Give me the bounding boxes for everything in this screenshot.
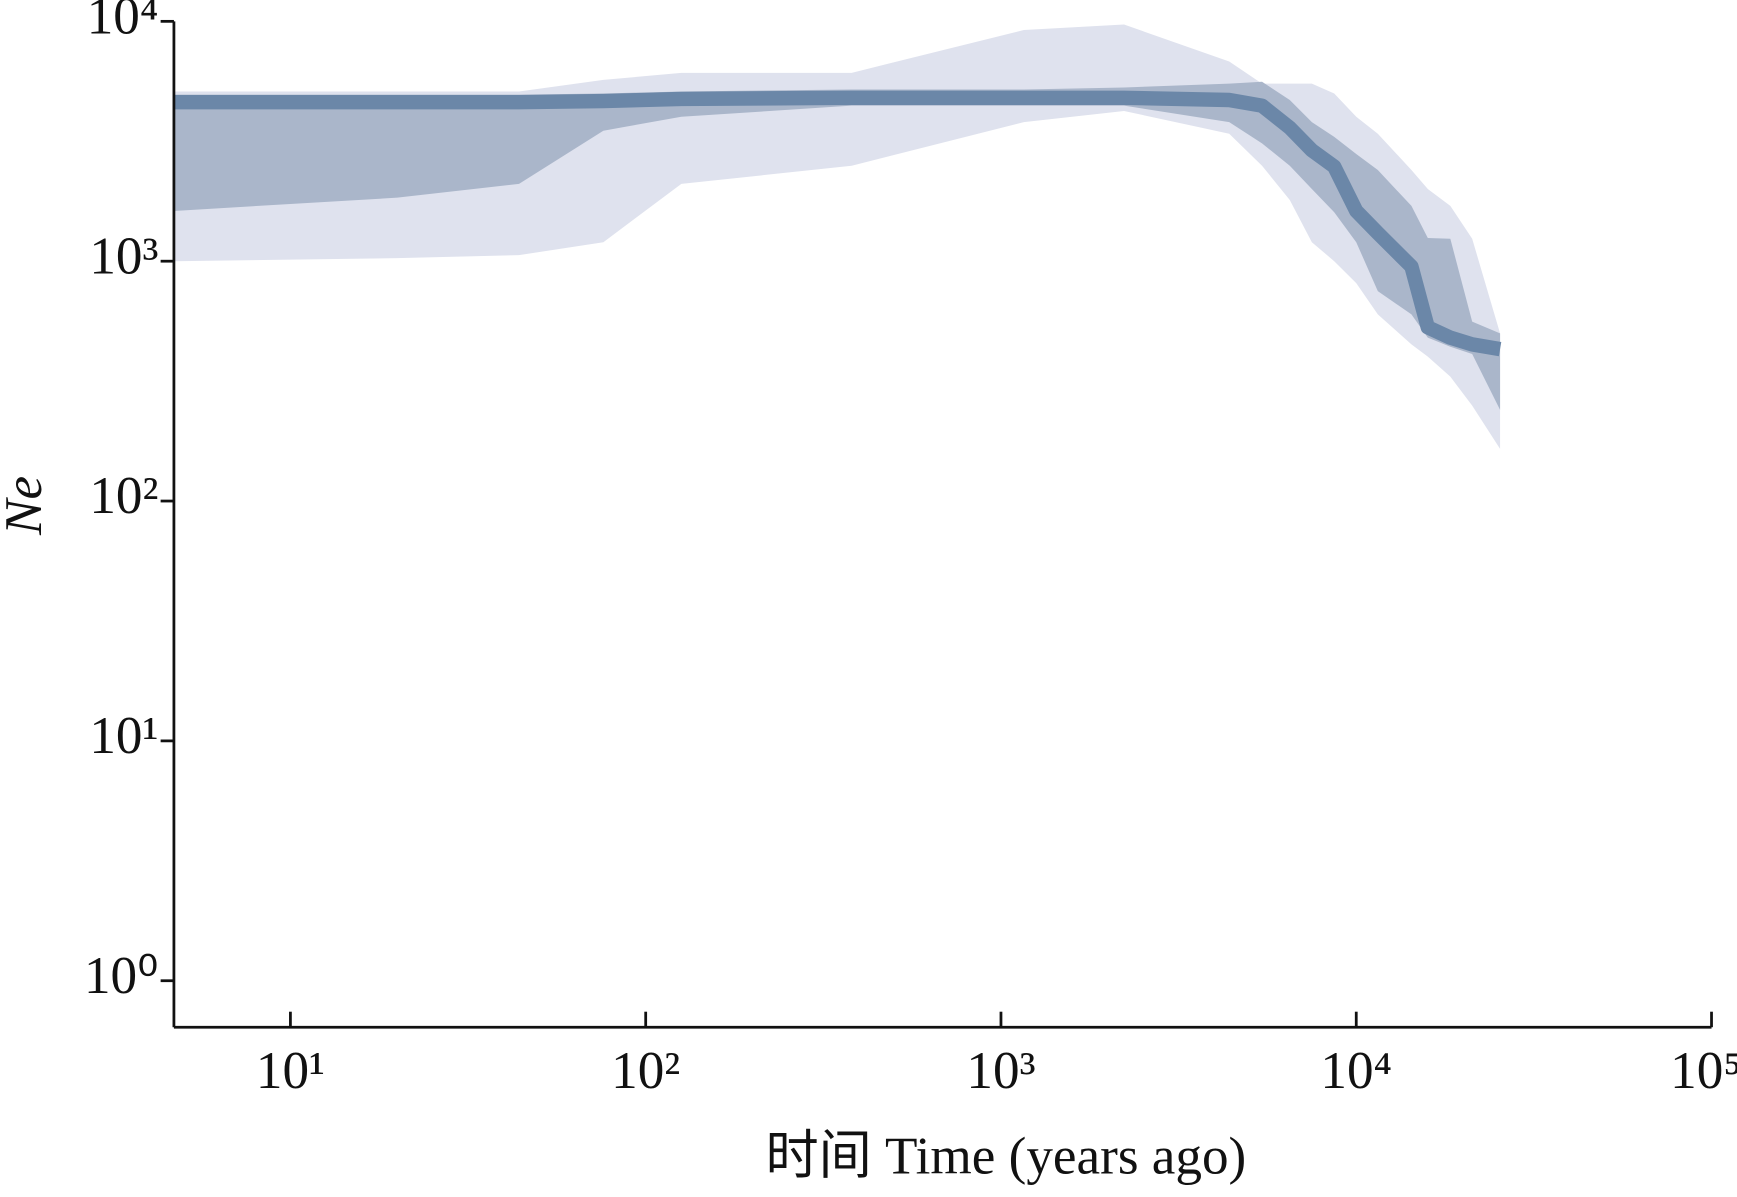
x-tick-label: 10²: [611, 1041, 680, 1100]
y-tick-label: 10³: [89, 226, 158, 285]
y-tick-label: 10⁴: [87, 0, 159, 46]
x-tick-label: 10⁵: [1670, 1041, 1737, 1100]
median-line: [173, 90, 1502, 357]
y-tick-label: 10⁰: [84, 946, 158, 1005]
confidence-band: [173, 81, 1501, 410]
y-tick-label: 10¹: [89, 706, 158, 765]
y-axis-label: Ne: [0, 476, 53, 536]
x-axis-label: 时间 Time (years ago): [765, 1126, 1246, 1185]
confidence-band: [173, 24, 1501, 449]
x-tick-label: 10¹: [256, 1041, 325, 1100]
y-tick-label: 10²: [89, 466, 158, 525]
x-tick-label: 10⁴: [1320, 1041, 1392, 1100]
x-tick-label: 10³: [966, 1041, 1035, 1100]
